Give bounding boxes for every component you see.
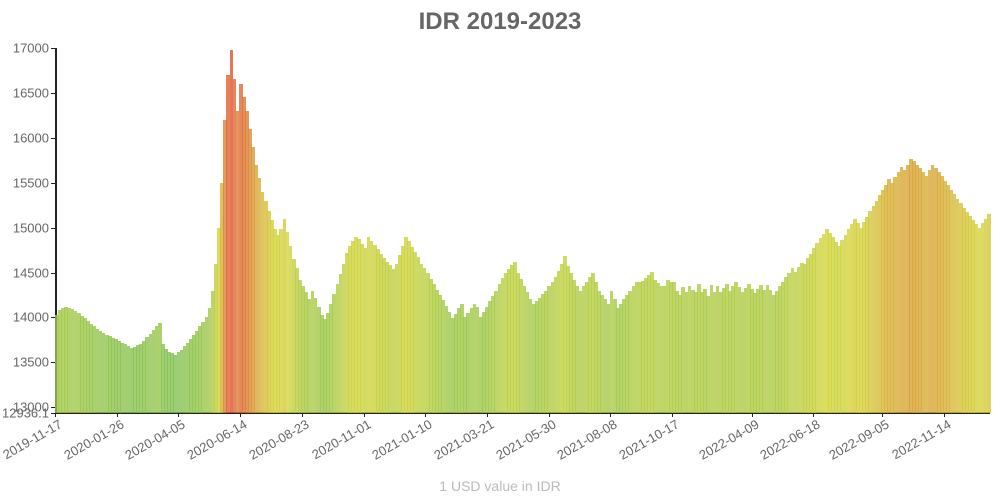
- y-tick-mark: [51, 93, 55, 94]
- y-tick-mark: [51, 228, 55, 229]
- y-tick-label: 14500: [13, 265, 49, 280]
- bar: [987, 214, 991, 413]
- y-tick-mark: [51, 273, 55, 274]
- x-tick-label: 2021-01-10: [370, 416, 435, 462]
- y-tick-mark: [51, 138, 55, 139]
- x-tick-label: 2022-11-14: [889, 416, 953, 462]
- y-tick-label: 15000: [13, 220, 49, 235]
- x-tick-mark: [549, 413, 550, 417]
- x-tick-label: 2021-03-21: [431, 416, 496, 462]
- x-tick-label: 2020-08-23: [246, 416, 311, 462]
- y-tick-label: 13500: [13, 355, 49, 370]
- x-tick-label: 2020-06-14: [185, 416, 250, 462]
- y-tick-mark: [51, 362, 55, 363]
- y-tick-label: 14000: [13, 310, 49, 325]
- y-tick-label: 13000: [13, 400, 49, 415]
- y-tick-mark: [51, 317, 55, 318]
- x-tick-label: 2020-11-01: [309, 416, 373, 462]
- y-tick-mark: [51, 183, 55, 184]
- x-tick-label: 2020-01-26: [61, 416, 126, 462]
- x-tick-mark: [178, 413, 179, 417]
- x-tick-mark: [610, 413, 611, 417]
- x-tick-mark: [364, 413, 365, 417]
- x-tick-label: 2022-06-18: [758, 416, 823, 462]
- y-tick-label: 16500: [13, 85, 49, 100]
- x-tick-mark: [55, 413, 56, 417]
- x-tick-mark: [752, 413, 753, 417]
- x-tick-label: 2022-09-05: [827, 416, 892, 462]
- x-tick-mark: [672, 413, 673, 417]
- x-axis-title: 1 USD value in IDR: [0, 478, 1000, 494]
- x-tick-label: 2021-10-17: [617, 416, 682, 462]
- x-tick-label: 2020-04-05: [123, 416, 188, 462]
- bar-series: [55, 48, 990, 413]
- x-tick-mark: [882, 413, 883, 417]
- chart-title: IDR 2019-2023: [0, 8, 1000, 36]
- x-tick-mark: [813, 413, 814, 417]
- x-tick-label: 2021-08-08: [555, 416, 620, 462]
- x-tick-mark: [487, 413, 488, 417]
- x-tick-mark: [302, 413, 303, 417]
- x-tick-mark: [944, 413, 945, 417]
- y-tick-mark: [51, 48, 55, 49]
- x-tick-mark: [425, 413, 426, 417]
- y-tick-label: 16000: [13, 130, 49, 145]
- x-tick-label: 2019-11-17: [0, 416, 64, 462]
- chart-container: IDR 2019-2023 12936.11300013500140001450…: [0, 0, 1000, 500]
- y-tick-label: 17000: [13, 41, 49, 56]
- x-tick-label: 2022-04-09: [696, 416, 761, 462]
- x-tick-mark: [240, 413, 241, 417]
- y-tick-mark: [51, 407, 55, 408]
- x-tick-label: 2021-05-30: [493, 416, 558, 462]
- x-tick-mark: [117, 413, 118, 417]
- plot-area: 12936.1130001350014000145001500015500160…: [55, 48, 990, 413]
- y-tick-label: 15500: [13, 175, 49, 190]
